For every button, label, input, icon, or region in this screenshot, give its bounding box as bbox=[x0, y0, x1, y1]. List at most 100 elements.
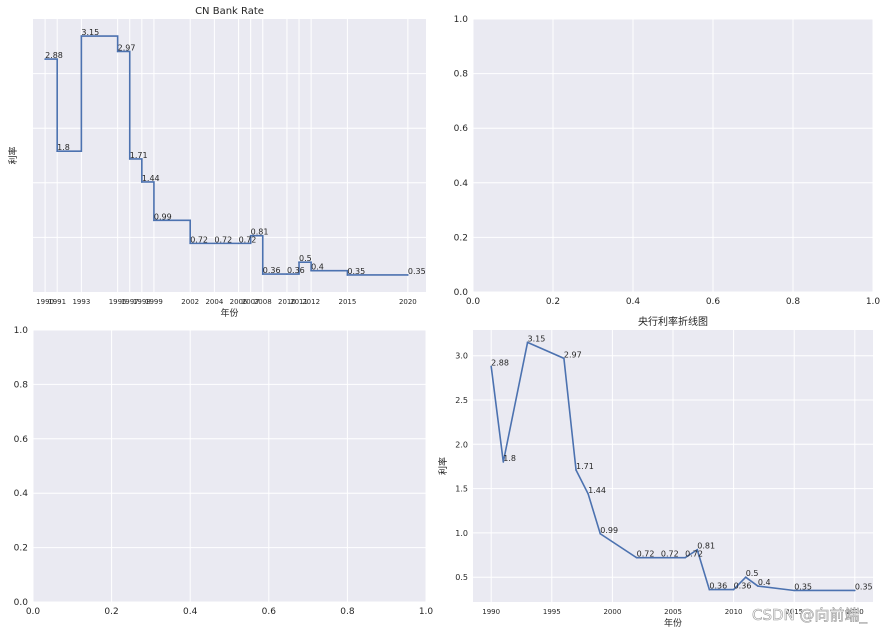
x-tick-label: 1991 bbox=[48, 298, 66, 306]
x-tick-label: 1990 bbox=[36, 298, 54, 306]
data-point bbox=[116, 50, 119, 53]
y-tick-label: 0.8 bbox=[454, 70, 469, 80]
x-tick-label: 1996 bbox=[109, 298, 127, 306]
data-label: 0.72 bbox=[685, 550, 703, 559]
x-tick-label: 2007 bbox=[242, 298, 260, 306]
data-point bbox=[732, 588, 735, 591]
data-label: 1.71 bbox=[130, 151, 148, 160]
y-tick-label: 0.8 bbox=[14, 380, 29, 390]
plot-area bbox=[33, 330, 426, 602]
data-label: 0.4 bbox=[311, 263, 324, 272]
y-tick-label: 0.0 bbox=[14, 598, 29, 608]
data-point bbox=[261, 273, 264, 275]
y-tick-label: 1.5 bbox=[455, 485, 468, 494]
data-point bbox=[189, 242, 191, 245]
y-tick-label: 1.0 bbox=[455, 529, 468, 538]
x-tick-label: 0.2 bbox=[546, 297, 560, 307]
data-label: 0.35 bbox=[408, 267, 426, 276]
x-tick-label: 0.0 bbox=[26, 607, 41, 617]
x-tick-label: 2012 bbox=[302, 298, 320, 306]
x-axis-label: 年份 bbox=[220, 307, 238, 319]
x-tick-label: 1993 bbox=[72, 298, 90, 306]
x-tick-label: 1997 bbox=[121, 298, 139, 306]
data-point bbox=[310, 269, 312, 272]
data-point bbox=[563, 357, 565, 360]
data-point bbox=[635, 556, 638, 559]
x-tick-label: 2005 bbox=[664, 608, 682, 616]
plot-area bbox=[33, 19, 426, 292]
data-label: 0.99 bbox=[600, 526, 618, 535]
data-label: 0.36 bbox=[709, 582, 727, 591]
data-label: 0.35 bbox=[794, 582, 812, 591]
y-tick-label: 1.0 bbox=[14, 326, 29, 336]
chart-title: 央行利率折线图 bbox=[638, 315, 708, 328]
data-point bbox=[407, 274, 409, 276]
data-point bbox=[346, 274, 349, 276]
y-tick-label: 3.0 bbox=[455, 352, 468, 361]
data-label: 0.81 bbox=[251, 228, 269, 237]
x-tick-label: 2020 bbox=[846, 608, 864, 616]
data-label: 0.5 bbox=[299, 254, 312, 263]
data-label: 0.36 bbox=[287, 266, 305, 275]
x-tick-label: 2008 bbox=[254, 298, 272, 306]
plot-area bbox=[473, 19, 873, 292]
data-label: 0.99 bbox=[154, 212, 172, 221]
x-tick-label: 0.0 bbox=[466, 297, 481, 307]
watermark: CSDN @向前端_ bbox=[752, 606, 868, 625]
data-point bbox=[80, 35, 83, 37]
x-tick-label: 1995 bbox=[543, 608, 561, 616]
x-tick-label: 2010 bbox=[278, 298, 296, 306]
x-tick-label: 2010 bbox=[725, 608, 743, 616]
data-label: 1.44 bbox=[142, 174, 160, 183]
data-point bbox=[44, 58, 46, 60]
x-tick-label: 0.8 bbox=[786, 297, 801, 307]
data-label: 0.35 bbox=[347, 267, 365, 276]
chart-title: CN Bank Rate bbox=[195, 6, 264, 17]
x-tick-label: 1990 bbox=[482, 608, 500, 616]
data-point bbox=[599, 532, 602, 535]
x-tick-label: 2006 bbox=[230, 298, 248, 306]
y-tick-label: 2.0 bbox=[455, 440, 468, 449]
data-point bbox=[56, 150, 58, 153]
data-point bbox=[587, 493, 589, 495]
x-tick-label: 2011 bbox=[290, 298, 308, 306]
data-point bbox=[684, 556, 686, 559]
data-label: 0.72 bbox=[661, 550, 679, 559]
y-tick-label: 0.2 bbox=[14, 544, 28, 554]
y-tick-label: 0.5 bbox=[455, 573, 468, 582]
data-point bbox=[708, 588, 711, 591]
data-label: 3.15 bbox=[528, 334, 546, 343]
x-tick-label: 0.6 bbox=[706, 297, 721, 307]
x-tick-label: 2002 bbox=[181, 298, 199, 306]
y-tick-label: 0.0 bbox=[454, 288, 469, 298]
x-tick-label: 2000 bbox=[603, 608, 621, 616]
data-label: 2.97 bbox=[564, 350, 582, 359]
data-label: 0.72 bbox=[214, 235, 232, 244]
data-label: 2.88 bbox=[45, 51, 63, 60]
data-point bbox=[854, 589, 856, 592]
data-label: 1.8 bbox=[57, 143, 70, 152]
y-tick-label: 0.6 bbox=[14, 435, 29, 445]
data-point bbox=[153, 219, 155, 222]
x-tick-label: 1998 bbox=[133, 298, 151, 306]
chart-empty-bottom-left: 0.0 0.2 0.4 0.6 0.8 1.0 0.0 0.2 0.4 0.6 0.8 1.0 bbox=[14, 326, 434, 617]
y-axis-label: 利率 bbox=[437, 457, 449, 475]
data-label: 1.71 bbox=[576, 462, 594, 471]
data-point bbox=[249, 234, 252, 237]
y-tick-label: 0.2 bbox=[454, 233, 468, 243]
y-tick-label: 2.5 bbox=[455, 396, 468, 405]
x-tick-label: 0.6 bbox=[262, 607, 277, 617]
x-tick-label: 1.0 bbox=[419, 607, 434, 617]
x-tick-label: 0.8 bbox=[340, 607, 355, 617]
data-point bbox=[237, 242, 240, 245]
data-point bbox=[128, 158, 131, 160]
data-point bbox=[793, 589, 796, 592]
data-point bbox=[298, 261, 300, 263]
data-label: 0.81 bbox=[697, 542, 715, 551]
x-tick-label: 2020 bbox=[399, 298, 417, 306]
y-tick-label: 0.4 bbox=[454, 179, 469, 189]
data-point bbox=[744, 576, 747, 578]
